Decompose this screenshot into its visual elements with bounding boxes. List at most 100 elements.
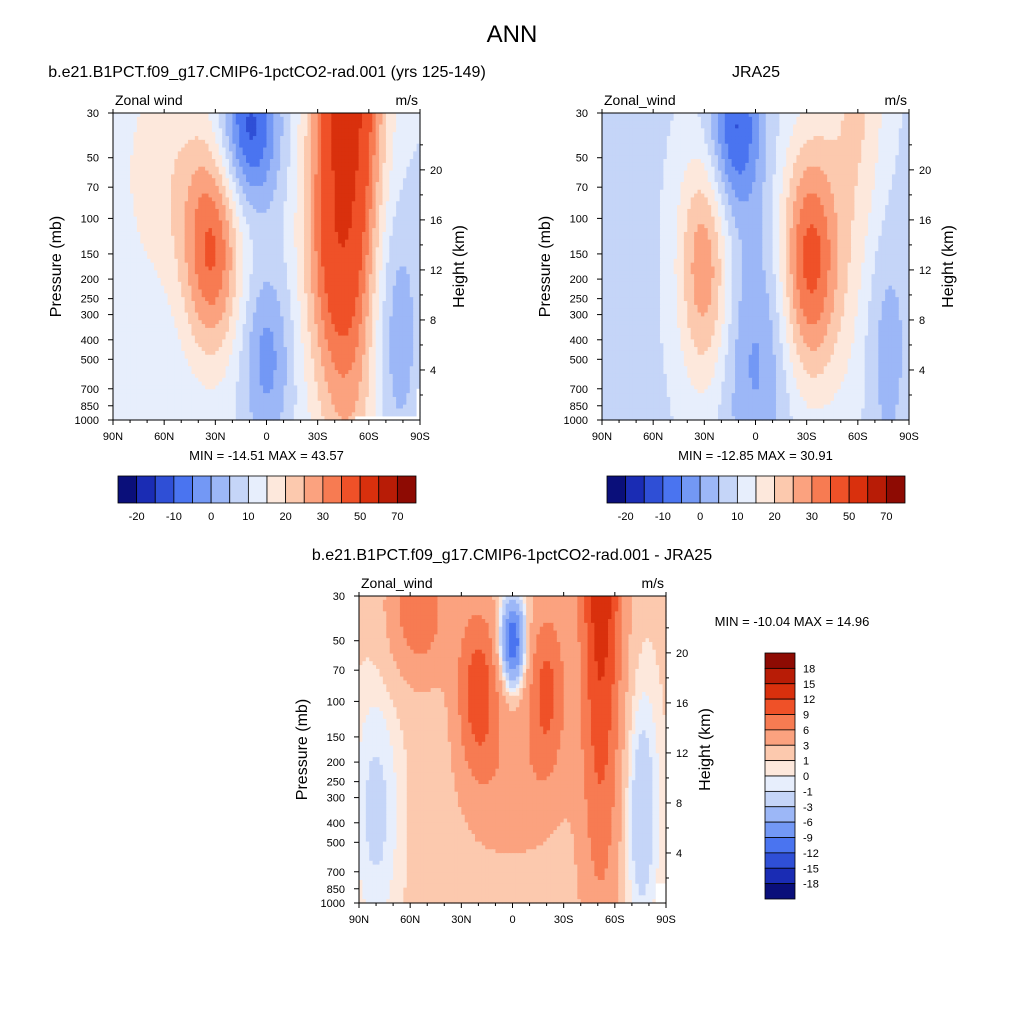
field-cell	[270, 148, 274, 152]
field-cell	[198, 217, 202, 221]
field-cell	[328, 159, 332, 163]
field-cell	[280, 263, 284, 267]
field-cell	[294, 159, 298, 163]
field-cell	[382, 113, 386, 117]
field-cell	[123, 190, 127, 194]
field-cell	[393, 171, 397, 175]
field-cell	[301, 144, 305, 148]
field-cell	[209, 228, 213, 232]
field-cell	[185, 144, 189, 148]
field-cell	[249, 209, 253, 213]
field-cell	[328, 167, 332, 171]
field-cell	[284, 259, 288, 263]
field-cell	[181, 205, 185, 209]
field-cell	[352, 190, 356, 194]
field-cell	[219, 201, 223, 205]
field-cell	[164, 213, 168, 217]
field-cell	[168, 144, 172, 148]
field-cell	[335, 151, 339, 155]
field-cell	[215, 117, 219, 121]
field-cell	[345, 140, 349, 144]
field-cell	[181, 163, 185, 167]
field-cell	[379, 278, 383, 282]
field-cell	[168, 251, 172, 255]
field-cell	[396, 205, 400, 209]
field-cell	[270, 132, 274, 136]
field-cell	[260, 243, 264, 247]
field-cell	[236, 148, 240, 152]
field-cell	[171, 224, 175, 228]
field-cell	[144, 197, 148, 201]
field-cell	[243, 217, 247, 221]
field-cell	[164, 117, 168, 121]
field-cell	[294, 163, 298, 167]
field-cell	[345, 240, 349, 244]
field-cell	[297, 205, 301, 209]
field-cell	[140, 155, 144, 159]
field-cell	[205, 282, 209, 286]
field-cell	[267, 148, 271, 152]
field-cell	[202, 113, 206, 117]
field-cell	[127, 132, 131, 136]
field-cell	[348, 136, 352, 140]
field-cell	[246, 140, 250, 144]
field-cell	[359, 243, 363, 247]
field-cell	[372, 128, 376, 132]
field-cell	[403, 194, 407, 198]
field-cell	[133, 220, 137, 224]
field-cell	[393, 228, 397, 232]
field-cell	[406, 240, 410, 244]
field-cell	[127, 205, 131, 209]
field-cell	[137, 117, 141, 121]
field-cell	[352, 255, 356, 259]
field-cell	[202, 224, 206, 228]
field-cell	[130, 136, 134, 140]
field-cell	[120, 278, 124, 282]
field-cell	[277, 144, 281, 148]
field-cell	[185, 224, 189, 228]
field-cell	[209, 159, 213, 163]
field-cell	[413, 240, 417, 244]
field-cell	[191, 136, 195, 140]
field-cell	[249, 163, 253, 167]
field-cell	[335, 259, 339, 263]
field-cell	[307, 243, 311, 247]
field-cell	[280, 163, 284, 167]
field-cell	[154, 255, 158, 259]
field-cell	[403, 121, 407, 125]
field-cell	[273, 174, 277, 178]
field-cell	[314, 205, 318, 209]
field-cell	[168, 171, 172, 175]
field-cell	[379, 136, 383, 140]
field-cell	[202, 278, 206, 282]
field-cell	[328, 140, 332, 144]
field-cell	[263, 220, 267, 224]
field-cell	[120, 182, 124, 186]
field-cell	[151, 151, 155, 155]
field-cell	[198, 144, 202, 148]
field-cell	[273, 121, 277, 125]
field-cell	[287, 224, 291, 228]
field-cell	[212, 186, 216, 190]
field-cell	[267, 144, 271, 148]
field-cell	[304, 243, 308, 247]
field-cell	[229, 267, 233, 271]
field-cell	[270, 136, 274, 140]
field-cell	[318, 224, 322, 228]
field-cell	[284, 209, 288, 213]
field-cell	[277, 178, 281, 182]
field-cell	[273, 117, 277, 121]
field-cell	[348, 159, 352, 163]
field-cell	[348, 178, 352, 182]
field-cell	[389, 209, 393, 213]
field-cell	[403, 270, 407, 274]
field-cell	[263, 243, 267, 247]
field-cell	[359, 159, 363, 163]
field-cell	[294, 132, 298, 136]
field-cell	[342, 151, 346, 155]
field-cell	[359, 182, 363, 186]
field-cell	[243, 155, 247, 159]
field-cell	[130, 140, 134, 144]
field-cell	[222, 113, 226, 117]
field-cell	[188, 113, 192, 117]
